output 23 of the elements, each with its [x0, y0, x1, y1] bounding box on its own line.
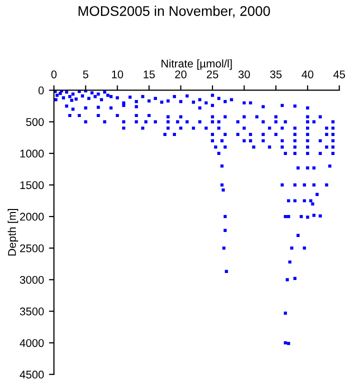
y-tick-label: 1000 — [20, 150, 44, 158]
y-tick-label: 3000 — [20, 276, 44, 284]
x-tick-label: 20 — [175, 70, 187, 78]
y-tick-label: 0 — [38, 86, 44, 94]
y-axis-title: Depth [m] — [8, 209, 18, 256]
y-tick-label: 4000 — [20, 339, 44, 347]
x-tick-label: 30 — [238, 70, 250, 78]
y-tick-label: 2500 — [20, 244, 44, 252]
x-tick-label: 10 — [112, 70, 124, 78]
y-tick-label: 1500 — [20, 181, 44, 190]
x-tick-label: 45 — [333, 70, 346, 78]
x-axis-title: Nitrate [µmol/l] — [162, 59, 232, 70]
chart-title: MODS2005 in November, 2000 — [78, 6, 270, 18]
y-tick-label: 500 — [26, 118, 44, 126]
x-tick-label: 35 — [270, 70, 282, 78]
x-tick-label: 0 — [51, 70, 57, 78]
x-tick-label: 25 — [206, 70, 218, 78]
x-tick-label: 15 — [144, 70, 155, 78]
y-tick-label: 4500 — [20, 370, 44, 379]
y-tick-label: 3500 — [20, 308, 44, 316]
x-tick-label: 5 — [83, 70, 88, 78]
x-tick-label: 40 — [302, 70, 314, 78]
y-tick-label: 2000 — [20, 212, 44, 221]
